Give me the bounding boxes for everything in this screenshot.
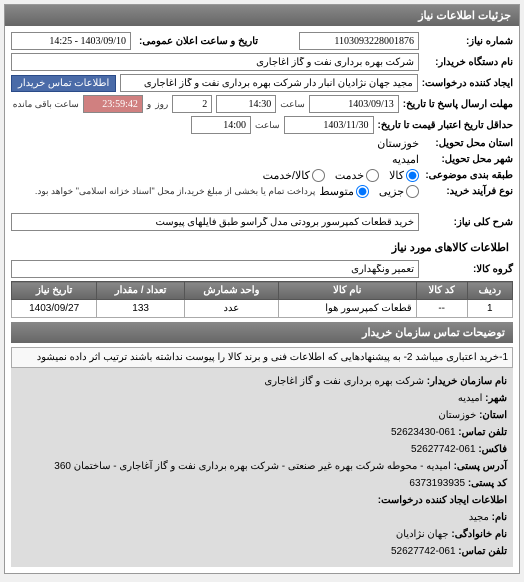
c-province-label: استان: [479,410,507,421]
c-city-label: شهر: [485,393,507,404]
c-org: شرکت بهره برداری نفت و گاز اغاجاری [264,376,424,387]
contact-section: نام سازمان خریدار: شرکت بهره برداری نفت … [11,368,513,567]
validity-label: حداقل تاریخ اعتبار قیمت تا تاریخ: [378,120,513,131]
city-label: شهر محل تحویل: [423,154,513,165]
city-value: امیدیه [392,153,419,166]
col-code: کد کالا [416,282,467,300]
province-value: خوزستان [377,137,419,150]
cell-unit: عدد [184,300,278,318]
col-qty: تعداد / مقدار [97,282,185,300]
c-phone: 061-52623430 [391,427,456,438]
col-row: ردیف [467,282,512,300]
days-left-input[interactable] [172,95,212,113]
table-header-row: ردیف کد کالا نام کالا واحد شمارش تعداد /… [12,282,513,300]
payment-note: پرداخت تمام یا بخشی از مبلغ خرید،از محل … [35,186,315,197]
need-title-input[interactable] [11,213,419,231]
c-lname-label: نام خانوادگی: [451,529,507,540]
radio-both-input[interactable] [312,169,325,182]
c-tel2-label: تلفن تماس: [458,546,507,557]
need-details-panel: جزئیات اطلاعات نیاز شماره نیاز: تاریخ و … [4,4,520,574]
remain-suffix: ساعت باقی مانده [13,99,79,110]
validity-time-input[interactable] [191,116,251,134]
c-phone-label: تلفن تماس: [458,427,507,438]
remain-time-input[interactable] [83,95,143,113]
radio-service-input[interactable] [366,169,379,182]
radio-partial[interactable]: جزیی [379,185,419,198]
note-box: 1-خرید اعتباری میباشد 2- به پیشنهادهایی … [11,347,513,368]
payment-radios: جزیی متوسط [319,185,419,198]
radio-goods-input[interactable] [406,169,419,182]
radio-medium-input[interactable] [356,185,369,198]
radio-partial-input[interactable] [406,185,419,198]
cell-qty: 133 [97,300,185,318]
category-label: طبقه بندی موضوعی: [423,170,513,181]
province-label: استان محل تحویل: [423,138,513,149]
c-addr-label: آدرس پستی: [454,461,507,472]
org-name-input[interactable] [11,53,419,71]
c-fax-label: فاکس: [478,444,507,455]
announce-label: تاریخ و ساعت اعلان عمومی: [135,36,262,47]
goods-group-label: گروه کالا: [423,264,513,275]
deadline-time-input[interactable] [216,95,276,113]
col-date: تاریخ نیاز [12,282,97,300]
need-no-input[interactable] [299,32,419,50]
c-org-label: نام سازمان خریدار: [427,376,507,387]
goods-section-title: اطلاعات کالاهای مورد نیاز [11,239,513,256]
c-post: 6373193935 [409,478,465,489]
c-addr: امیدیه - محوطه شرکت بهره غیر صنعتی - شرک… [54,461,451,472]
need-title-label: شرح کلی نیاز: [423,217,513,228]
radio-service[interactable]: خدمت [335,169,379,182]
contact-info-button[interactable]: اطلاعات تماس خریدار [11,75,116,92]
c-fax: 061-52627742 [411,444,476,455]
c-name-label: نام: [492,512,507,523]
col-unit: واحد شمارش [184,282,278,300]
creator-label: ایجاد کننده درخواست: [422,78,513,89]
cell-code: -- [416,300,467,318]
validity-date-input[interactable] [284,116,374,134]
c-post-label: کد پستی: [468,478,507,489]
c-req-header: اطلاعات ایجاد کننده درخواست: [378,495,507,506]
c-tel2: 061-52627742 [391,546,456,557]
creator-input[interactable] [120,74,417,92]
col-name: نام کالا [278,282,416,300]
deadline-date-input[interactable] [309,95,399,113]
category-radios: کالا خدمت کالا/خدمت [263,169,419,182]
day-label: روز [155,99,168,110]
goods-group-input[interactable] [11,260,419,278]
deadline-label: مهلت ارسال پاسخ تا تاریخ: [403,99,513,110]
time-label-2: ساعت [255,120,280,131]
radio-goods[interactable]: کالا [389,169,419,182]
panel-title: جزئیات اطلاعات نیاز [5,5,519,26]
cell-row: 1 [467,300,512,318]
cell-name: قطعات کمپرسور هوا [278,300,416,318]
table-row[interactable]: 1 -- قطعات کمپرسور هوا عدد 133 1403/09/2… [12,300,513,318]
announce-date-input[interactable] [11,32,131,50]
radio-medium[interactable]: متوسط [319,185,369,198]
goods-table: ردیف کد کالا نام کالا واحد شمارش تعداد /… [11,281,513,318]
need-no-label: شماره نیاز: [423,36,513,47]
c-lname: جهان نژادیان [396,529,449,540]
radio-both[interactable]: کالا/خدمت [263,169,325,182]
desc-header: توضیحات تماس سازمان خریدار [11,322,513,343]
c-city: امیدیه [458,393,483,404]
cell-date: 1403/09/27 [12,300,97,318]
remain-and: و [147,99,151,110]
c-name: مجید [469,512,489,523]
org-name-label: نام دستگاه خریدار: [423,57,513,68]
time-label-1: ساعت [280,99,305,110]
payment-label: نوع فرآیند خرید: [423,186,513,197]
c-province: خوزستان [438,410,476,421]
form-body: شماره نیاز: تاریخ و ساعت اعلان عمومی: نا… [5,26,519,573]
